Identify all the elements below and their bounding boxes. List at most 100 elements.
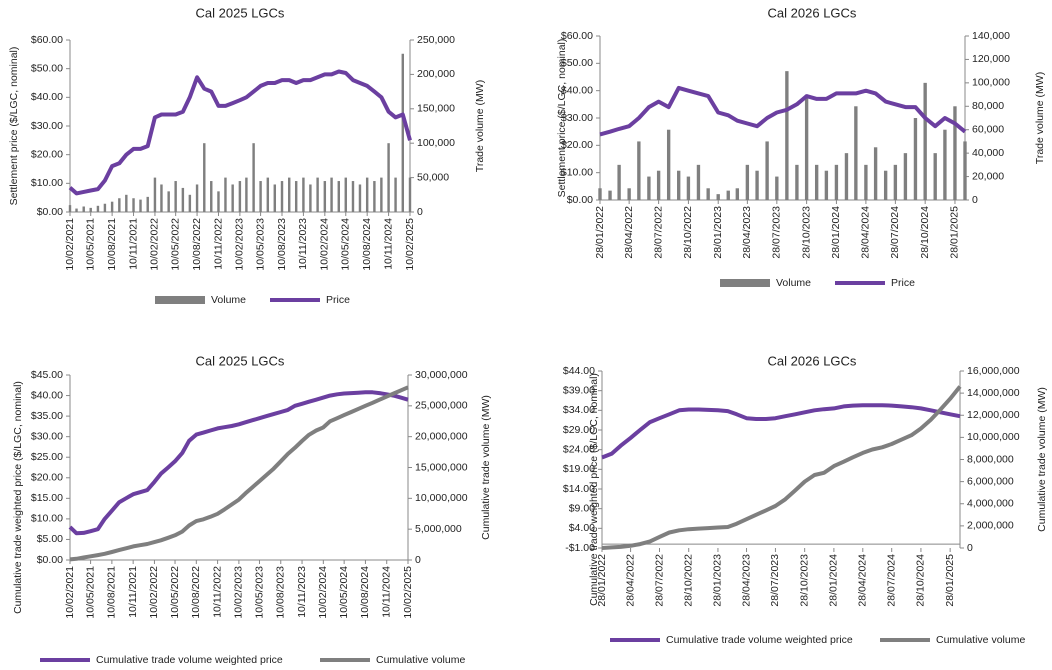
volume-bar xyxy=(647,176,651,200)
y2-tick-label: 40,000 xyxy=(972,147,1004,159)
y-tick-label: $40.00 xyxy=(31,91,63,103)
x-tick-label: 10/08/2021 xyxy=(106,218,118,271)
x-tick-label: 10/11/2023 xyxy=(296,566,308,618)
y-axis-label: Settlement price ($/LGC, nominal) xyxy=(8,47,20,206)
y2-tick-label: 10,000,000 xyxy=(967,431,1020,443)
series-line xyxy=(601,403,961,460)
y2-tick-label: 10,000,000 xyxy=(415,492,468,504)
volume-bar xyxy=(146,196,149,212)
volume-bar xyxy=(231,184,234,212)
y2-tick-label: 0 xyxy=(415,554,421,566)
volume-bar xyxy=(344,177,347,212)
x-tick-label: 28/04/2022 xyxy=(623,206,635,259)
y-axis-label: Cumulative trade weighted price ($/LGC, … xyxy=(588,373,600,606)
y2-tick-label: 5,000,000 xyxy=(415,523,462,535)
x-tick-label: 10/02/2023 xyxy=(234,218,246,271)
volume-bar xyxy=(323,181,327,212)
y2-tick-label: 25,000,000 xyxy=(415,400,468,412)
chart-panel: Cal 2025 LGCs Cumulative trade weighted p… xyxy=(12,353,492,665)
y-tick-label: $0.00 xyxy=(567,194,593,206)
x-tick-label: 28/10/2024 xyxy=(915,554,927,607)
x-tick-label: 10/02/2021 xyxy=(64,566,76,619)
x-tick-label: 10/05/2023 xyxy=(254,218,266,271)
x-tick-label: 10/08/2024 xyxy=(359,566,371,619)
y2-tick-label: 20,000 xyxy=(972,170,1004,182)
y-tick-label: $0.00 xyxy=(37,206,63,218)
volume-bar xyxy=(132,198,135,212)
y-tick-label: $10.00 xyxy=(561,166,593,178)
y2-tick-label: 4,000,000 xyxy=(967,498,1014,510)
y2-tick-label: 0 xyxy=(417,206,423,218)
y2-axis-label: Cumulative trade volume (MW) xyxy=(1036,387,1048,532)
x-tick-label: 10/11/2023 xyxy=(297,218,309,270)
volume-bar xyxy=(677,170,681,200)
y-tick-label: $40.00 xyxy=(31,389,63,401)
volume-bar xyxy=(110,201,114,212)
volume-bar xyxy=(252,143,255,212)
legend-label: Volume xyxy=(211,294,246,306)
y2-tick-label: 150,000 xyxy=(417,103,455,115)
y2-axis-label: Trade volume (MW) xyxy=(474,80,486,172)
chart-panel: Cal 2026 LGCs Settlement price ($/LGC, no… xyxy=(556,5,1046,288)
y2-tick-label: 200,000 xyxy=(417,68,455,80)
y2-tick-label: 30,000,000 xyxy=(415,369,468,381)
volume-bar xyxy=(394,177,397,212)
y-tick-label: $19.00 xyxy=(563,463,595,475)
x-tick-label: 10/05/2024 xyxy=(338,566,350,619)
y-tick-label: $60.00 xyxy=(561,30,593,42)
y-axis-label: Cumulative trade weighted price ($/LGC, … xyxy=(12,381,24,614)
series-line xyxy=(601,385,962,550)
x-tick-label: 10/02/2022 xyxy=(149,218,161,271)
volume-bar xyxy=(883,170,888,200)
y-tick-label: $20.00 xyxy=(31,472,63,484)
y-tick-label: $34.00 xyxy=(563,404,595,416)
y-tick-label: $44.00 xyxy=(563,365,595,377)
x-tick-label: 10/05/2021 xyxy=(84,218,96,271)
y2-axis-label: Cumulative trade volume (MW) xyxy=(480,395,492,540)
volume-bar xyxy=(953,106,957,200)
x-tick-label: 28/10/2023 xyxy=(800,206,812,259)
volume-bar xyxy=(380,177,383,212)
y2-tick-label: 15,000,000 xyxy=(415,461,468,473)
chart-title: Cal 2026 LGCs xyxy=(768,353,857,368)
legend-swatch xyxy=(720,279,770,287)
volume-bar xyxy=(259,181,262,212)
volume-bar xyxy=(238,181,242,212)
y-tick-label: $9.00 xyxy=(569,502,595,514)
volume-bar xyxy=(686,176,691,200)
y2-tick-label: 14,000,000 xyxy=(967,387,1020,399)
chart-title: Cal 2025 LGCs xyxy=(196,5,285,20)
volume-bar xyxy=(804,94,809,200)
x-tick-label: 10/11/2022 xyxy=(212,218,224,270)
volume-bar xyxy=(210,181,213,212)
x-tick-label: 28/10/2022 xyxy=(683,554,695,607)
volume-bar xyxy=(608,190,612,200)
y-tick-label: $5.00 xyxy=(37,533,63,545)
volume-bar xyxy=(864,164,868,200)
y-tick-label: $20.00 xyxy=(31,148,63,160)
volume-bar xyxy=(245,177,248,212)
volume-bar xyxy=(203,143,206,212)
volume-bar xyxy=(844,153,849,200)
y-tick-label: $30.00 xyxy=(31,430,63,442)
volume-bar xyxy=(408,177,412,212)
chart-panel: Cal 2025 LGCs Settlement price ($/LGC, no… xyxy=(8,5,486,305)
volume-bar xyxy=(96,205,100,212)
x-tick-label: 28/01/2024 xyxy=(830,206,842,259)
x-tick-label: 28/04/2023 xyxy=(740,554,752,607)
x-tick-label: 10/08/2023 xyxy=(276,218,288,271)
y-tick-label: $50.00 xyxy=(31,62,63,74)
y-tick-label: $50.00 xyxy=(561,57,593,69)
legend-label: Cumulative trade volume weighted price xyxy=(666,634,853,646)
x-tick-label: 28/07/2024 xyxy=(889,206,901,259)
y-tick-label: $10.00 xyxy=(31,513,63,525)
volume-bar xyxy=(75,208,78,212)
x-tick-label: 28/07/2022 xyxy=(653,554,665,607)
y-tick-label: $20.00 xyxy=(561,139,593,151)
x-tick-label: 10/05/2023 xyxy=(253,566,265,619)
volume-bar xyxy=(933,153,937,200)
x-tick-label: 10/11/2024 xyxy=(380,566,392,618)
volume-bar xyxy=(167,191,170,212)
series-line xyxy=(69,385,409,562)
y-tick-label: $30.00 xyxy=(31,120,63,132)
